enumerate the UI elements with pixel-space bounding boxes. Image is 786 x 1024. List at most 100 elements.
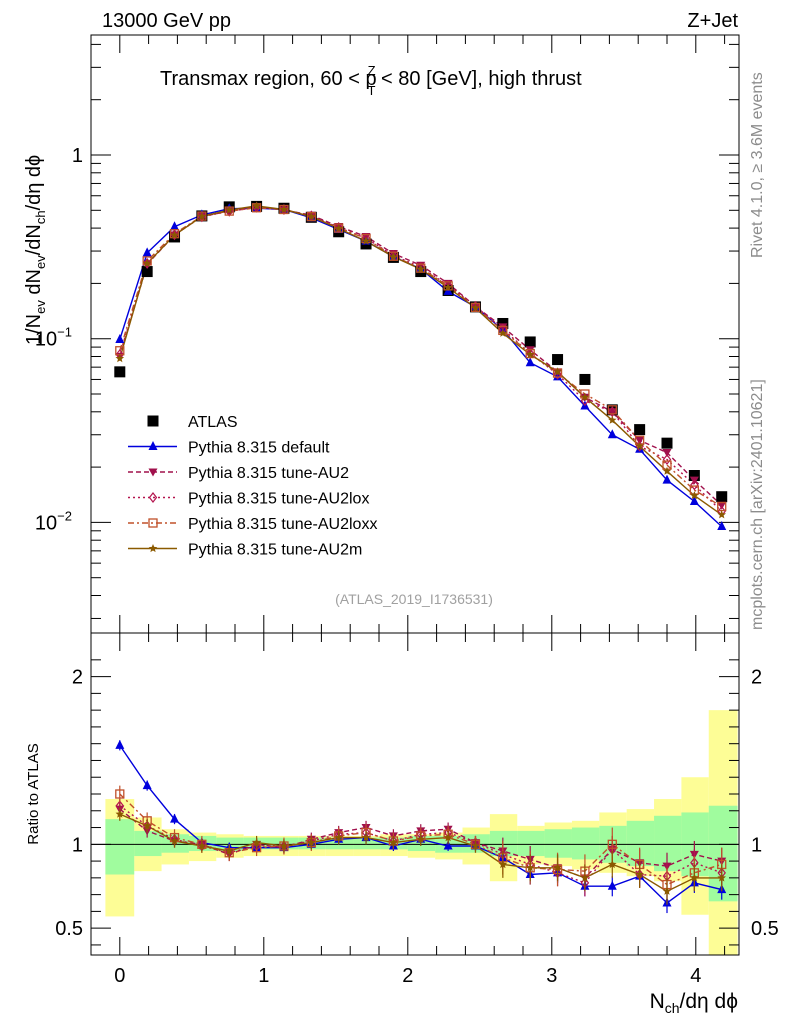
- data-point-au2m: [361, 236, 371, 245]
- data-point-default: [717, 520, 727, 530]
- ratio-band-inner: [571, 827, 600, 860]
- data-point-au2lox: [553, 368, 562, 380]
- ratio-y-tick-label: 2: [72, 667, 83, 689]
- ratio-point-au2m: [225, 846, 234, 855]
- data-point-au2m: [662, 466, 672, 475]
- main-axis-ticks: 10−210−11: [35, 35, 739, 633]
- legend-marker-default: [148, 441, 158, 450]
- legend: ATLAS Pythia 8.315 default Pythia 8.315 tu…: [128, 414, 377, 559]
- ratio-band-inner: [544, 829, 572, 858]
- tick-exponent: −2: [57, 508, 72, 523]
- data-point-au2lox: [170, 229, 179, 241]
- main-plot-area: [91, 35, 739, 633]
- data-point-au2m: [443, 283, 453, 292]
- data-point-atlas: [634, 424, 646, 436]
- header-energy-label: 13000 GeV pp: [102, 10, 231, 32]
- ratio-point-default: [170, 813, 180, 823]
- ratio-band-inner: [134, 830, 162, 857]
- data-point-au2: [498, 323, 508, 332]
- ratio-y-tick-label-right: 1: [751, 834, 762, 856]
- legend-marker-au2m: [148, 544, 158, 553]
- data-point-default: [142, 247, 152, 257]
- ylabel-part-7: /dη dϕ: [23, 155, 45, 211]
- ratio-plot-area: [91, 633, 739, 955]
- header-process-label: Z+Jet: [687, 10, 738, 32]
- plot-title-sup: Z: [368, 63, 376, 78]
- data-point-au2m: [498, 328, 508, 337]
- ratio-point-au2m: [170, 836, 179, 845]
- tick-base: 10: [35, 512, 57, 534]
- ratio-point-default: [115, 739, 125, 749]
- data-point-au2m: [525, 350, 535, 359]
- data-point-atlas: [114, 366, 126, 378]
- tick-base: 10: [35, 329, 57, 351]
- ylabel-part-5: /dN: [23, 224, 45, 255]
- ratio-point-au2m: [471, 841, 480, 850]
- data-point-au2: [662, 449, 672, 458]
- x-axis-label: Nch/dη dϕ: [650, 990, 738, 1016]
- ylabel-part-6: ch: [33, 210, 48, 224]
- plot-title: Transmax region, 60 < pZ T < 80 [GeV], hi…: [160, 63, 582, 98]
- ratio-point-au2m: [389, 838, 398, 847]
- legend-label-au2m: Pythia 8.315 tune-AU2m: [188, 542, 362, 559]
- data-point-au2loxx: [416, 263, 426, 273]
- ratio-point-au2m: [498, 859, 508, 869]
- x-tick-label: 0: [114, 965, 125, 987]
- ratio-band-inner: [105, 819, 135, 875]
- ratio-point-au2m: [580, 873, 590, 882]
- ratio-point-au2m: [142, 821, 152, 830]
- data-point-au2m: [416, 264, 425, 273]
- ratio-point-au2m: [252, 838, 261, 847]
- data-point-au2m: [142, 258, 152, 267]
- ratio-point-au2m: [525, 863, 535, 872]
- ratio-plot-frame: [90, 632, 740, 956]
- main-series-markers: [114, 200, 728, 530]
- ratio-point-au2m: [279, 841, 289, 850]
- data-point-atlas: [141, 266, 153, 278]
- ratio-point-default: [443, 840, 453, 850]
- ylabel-part-2: ev: [33, 300, 48, 314]
- data-point-au2loxx: [169, 229, 180, 239]
- main-panel: 10−210−11 Transmax region, 60 < pZ T < 80…: [23, 34, 740, 634]
- legend-label-au2lox: Pythia 8.315 tune-AU2lox: [188, 491, 369, 508]
- ratio-panel: 0.5 0.5 1 1 2 2 0 1 2 3 4 Ratio to ATLAS Nch/dη dϕ: [25, 632, 779, 1016]
- ratio-y-tick-label: 0.5: [55, 918, 83, 940]
- ratio-point-au2m: [197, 841, 207, 850]
- data-point-au2loxx: [443, 281, 453, 291]
- legend-marker-atlas: [147, 415, 159, 427]
- data-point-default: [170, 221, 180, 231]
- ratio-band-inner: [654, 815, 682, 872]
- data-point-atlas: [716, 491, 728, 503]
- main-y-axis-label: 1/Nev dNev/dNch/dη dϕ: [23, 155, 48, 345]
- ylabel-part-3: dN: [23, 269, 45, 300]
- ratio-band-inner: [353, 837, 381, 850]
- ratio-point-default: [607, 880, 617, 890]
- main-y-tick-label: 10−1: [35, 325, 72, 351]
- data-point-au2m: [690, 491, 699, 500]
- ratio-point-au2m: [608, 859, 617, 869]
- data-point-au2m: [553, 367, 562, 376]
- data-point-au2m: [225, 205, 234, 214]
- ratio-point-au2loxx: [115, 789, 125, 799]
- data-point-au2m: [334, 224, 343, 233]
- data-point-atlas: [661, 437, 673, 449]
- data-point-atlas: [524, 336, 536, 348]
- main-y-tick-label: 1: [72, 145, 83, 167]
- data-point-au2lox: [662, 454, 672, 465]
- data-point-default: [607, 429, 617, 439]
- tick-exponent: −1: [57, 325, 72, 340]
- ratio-y-tick-label-right: 2: [751, 667, 762, 689]
- ratio-band-inner: [708, 805, 738, 902]
- data-point-au2loxx: [525, 348, 535, 359]
- legend-marker-au2: [148, 468, 158, 477]
- legend-label-au2loxx: Pythia 8.315 tune-AU2loxx: [188, 516, 377, 533]
- data-point-au2m: [279, 205, 289, 214]
- legend-label-au2: Pythia 8.315 tune-AU2: [188, 465, 349, 482]
- data-point-au2m: [389, 252, 398, 261]
- ratio-point-au2m: [717, 873, 726, 882]
- data-point-au2loxx: [388, 251, 399, 261]
- xlabel-tail: /dη dϕ: [680, 990, 738, 1013]
- legend-label-default: Pythia 8.315 default: [188, 440, 330, 457]
- ratio-point-au2m: [307, 838, 316, 847]
